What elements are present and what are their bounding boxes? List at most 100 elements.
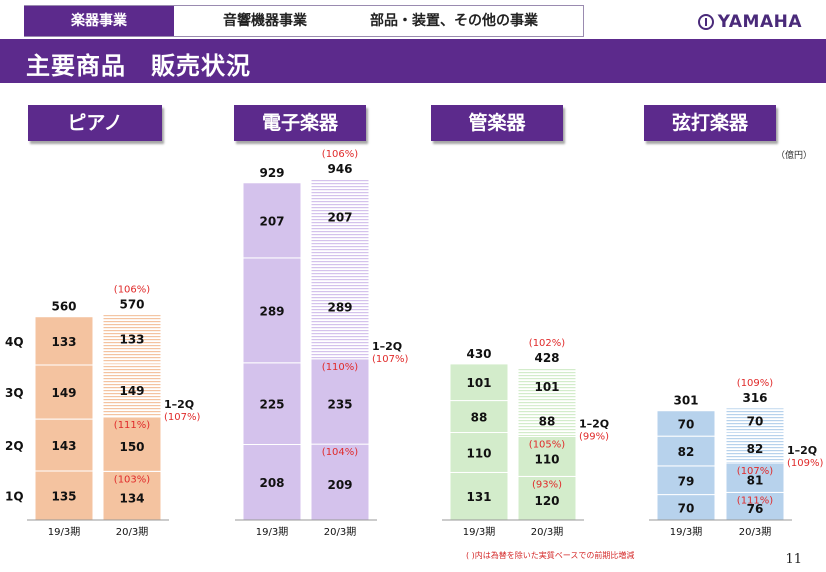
value-label-current-q3: 289 bbox=[327, 300, 352, 314]
growth-label-q1: (103%) bbox=[114, 474, 150, 485]
period-label-current: 20/3期 bbox=[739, 526, 771, 538]
bar-seg-current-q4 bbox=[517, 367, 577, 406]
period-label-prior: 19/3期 bbox=[463, 526, 495, 538]
value-label-prior-q2: 79 bbox=[678, 474, 695, 488]
value-label-current-q3: 149 bbox=[119, 384, 144, 398]
unit-label: （億円） bbox=[775, 151, 812, 161]
half-year-growth-label: (107%) bbox=[372, 354, 408, 365]
half-year-growth-label: (99%) bbox=[579, 432, 609, 443]
value-label-current-q1: 120 bbox=[534, 494, 559, 508]
total-label-prior: 301 bbox=[673, 394, 698, 408]
bar-seg-current-q1 bbox=[517, 475, 577, 521]
value-label-prior-q1: 208 bbox=[259, 476, 284, 490]
total-label-current: 316 bbox=[742, 391, 767, 405]
value-label-current-q3: 88 bbox=[539, 415, 556, 429]
tab-audio-equipment[interactable]: 音響機器事業 bbox=[223, 13, 307, 29]
bar-seg-prior-q3 bbox=[449, 400, 509, 434]
category-label-wind-instruments: 管楽器 bbox=[431, 105, 563, 141]
tab-musical-instruments[interactable]: 楽器事業 bbox=[24, 6, 174, 36]
business-tabs: 楽器事業 音響機器事業 部品・装置、その他の事業 YAMAHA bbox=[0, 0, 826, 40]
value-label-current-q2: 150 bbox=[119, 440, 144, 454]
category-label-piano: ピアノ bbox=[28, 105, 162, 141]
value-label-prior-q1: 131 bbox=[466, 490, 491, 504]
value-label-current-q2: 235 bbox=[327, 397, 352, 411]
bar-seg-prior-q4 bbox=[656, 410, 716, 437]
bar-seg-current-q2 bbox=[517, 436, 577, 477]
growth-label-q2: (110%) bbox=[322, 362, 358, 373]
bar-seg-prior-q2 bbox=[449, 432, 509, 473]
bar-seg-current-q4 bbox=[310, 178, 370, 255]
bar-seg-current-q2 bbox=[310, 358, 370, 445]
half-year-label: 1–2Q bbox=[372, 340, 402, 353]
total-label-current: 428 bbox=[534, 351, 559, 365]
value-label-prior-q4: 70 bbox=[678, 417, 695, 431]
quarter-label-q2: 2Q bbox=[5, 439, 24, 453]
period-label-current: 20/3期 bbox=[531, 526, 563, 538]
bar-seg-current-q4 bbox=[725, 407, 785, 434]
bar-seg-prior-q4 bbox=[34, 316, 94, 366]
bar-seg-prior-q2 bbox=[656, 465, 716, 496]
value-label-current-q2: 110 bbox=[534, 452, 559, 466]
quarter-label-q4: 4Q bbox=[5, 335, 24, 349]
quarter-label-q1: 1Q bbox=[5, 489, 24, 503]
bar-seg-prior-q2 bbox=[242, 362, 302, 445]
value-label-prior-q2: 110 bbox=[466, 446, 491, 460]
bar-seg-current-q1 bbox=[102, 470, 162, 521]
footnote: ( )内は為替を除いた実質ベースでの前期比増減 bbox=[466, 551, 635, 560]
value-label-prior-q2: 143 bbox=[51, 439, 76, 453]
value-label-prior-q3: 82 bbox=[678, 445, 695, 459]
total-label-current: 570 bbox=[119, 298, 144, 312]
logo-text: YAMAHA bbox=[717, 12, 802, 32]
value-label-prior-q3: 88 bbox=[471, 411, 488, 425]
bar-seg-prior-q3 bbox=[242, 257, 302, 364]
value-label-current-q4: 70 bbox=[747, 415, 764, 429]
category-label-digital-instruments: 電子楽器 bbox=[234, 105, 366, 141]
value-label-current-q1: 76 bbox=[747, 502, 764, 516]
page-number: 11 bbox=[785, 552, 802, 567]
value-label-current-q3: 82 bbox=[747, 442, 764, 456]
bar-seg-prior-q3 bbox=[34, 364, 94, 420]
value-label-current-q1: 209 bbox=[327, 478, 352, 492]
bar-seg-prior-q4 bbox=[242, 182, 302, 259]
total-label-prior: 430 bbox=[466, 347, 491, 361]
value-label-prior-q4: 133 bbox=[51, 335, 76, 349]
value-label-prior-q3: 289 bbox=[259, 304, 284, 318]
value-label-prior-q3: 149 bbox=[51, 386, 76, 400]
bar-seg-prior-q1 bbox=[242, 443, 302, 521]
total-label-prior: 560 bbox=[51, 300, 76, 314]
total-label-current: 946 bbox=[327, 162, 352, 176]
period-label-current: 20/3期 bbox=[324, 526, 356, 538]
half-year-growth-label: (109%) bbox=[787, 458, 823, 469]
period-label-prior: 19/3期 bbox=[670, 526, 702, 538]
page-title: 主要商品 販売状況 bbox=[26, 52, 251, 80]
half-year-label: 1–2Q bbox=[579, 418, 609, 431]
bar-seg-prior-q1 bbox=[449, 471, 509, 521]
value-label-prior-q4: 207 bbox=[259, 214, 284, 228]
bar-seg-current-q4 bbox=[102, 314, 162, 364]
growth-label-total: (106%) bbox=[322, 149, 358, 160]
bar-seg-current-q2 bbox=[725, 462, 785, 493]
half-year-label: 1–2Q bbox=[164, 398, 194, 411]
bar-seg-current-q3 bbox=[102, 362, 162, 418]
category-label-string-percussion: 弦打楽器 bbox=[644, 105, 776, 141]
growth-label-q1: (111%) bbox=[737, 495, 773, 506]
half-year-label: 1–2Q bbox=[787, 444, 817, 457]
growth-label-q2: (107%) bbox=[737, 466, 773, 477]
bar-seg-prior-q3 bbox=[656, 435, 716, 467]
value-label-prior-q1: 135 bbox=[51, 489, 76, 503]
bar-seg-prior-q4 bbox=[449, 363, 509, 402]
value-label-current-q1: 134 bbox=[119, 492, 144, 506]
bar-seg-current-q3 bbox=[517, 404, 577, 438]
tab-parts-devices-other[interactable]: 部品・装置、その他の事業 bbox=[370, 13, 538, 29]
period-label-prior: 19/3期 bbox=[256, 526, 288, 538]
total-label-prior: 929 bbox=[259, 166, 284, 180]
value-label-prior-q2: 225 bbox=[259, 398, 284, 412]
bar-seg-prior-q1 bbox=[34, 470, 94, 521]
value-label-current-q4: 133 bbox=[119, 333, 144, 347]
bar-seg-current-q1 bbox=[725, 491, 785, 521]
quarter-label-q3: 3Q bbox=[5, 386, 24, 400]
value-label-prior-q1: 70 bbox=[678, 501, 695, 515]
value-label-current-q4: 207 bbox=[327, 210, 352, 224]
title-bar bbox=[0, 39, 826, 83]
